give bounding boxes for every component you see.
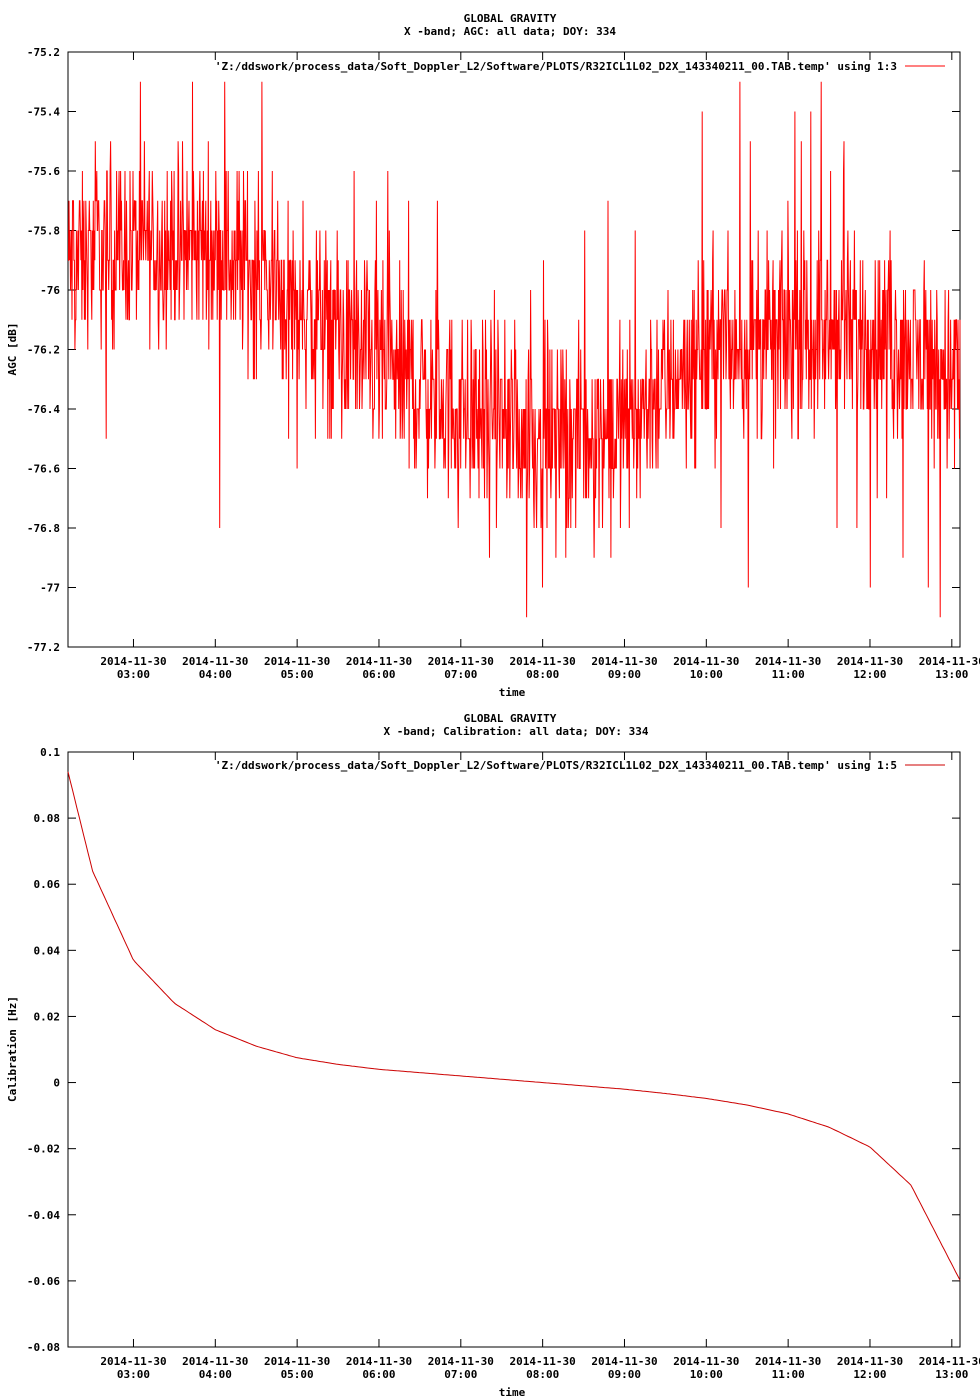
plot-frame (67, 751, 961, 1348)
x-tick-label-date: 2014-11-30 (591, 1355, 657, 1368)
chart-subtitle: X -band; Calibration: all data; DOY: 334 (384, 725, 649, 738)
y-tick-label: 0.04 (34, 944, 61, 957)
y-tick-label: 0.1 (40, 746, 60, 759)
x-tick-label-date: 2014-11-30 (100, 655, 166, 668)
y-tick-label: 0 (53, 1077, 60, 1090)
x-tick-label-time: 10:00 (690, 668, 723, 681)
y-tick-label: -75.6 (27, 165, 60, 178)
chart-title: GLOBAL GRAVITY (464, 12, 557, 25)
x-tick-label-date: 2014-11-30 (837, 1355, 903, 1368)
x-tick-label-time: 03:00 (117, 1368, 150, 1381)
x-tick-label-time: 11:00 (772, 668, 805, 681)
y-tick-label: -76.8 (27, 522, 60, 535)
x-tick-label-time: 11:00 (772, 1368, 805, 1381)
x-tick-label-time: 04:00 (199, 668, 232, 681)
x-tick-label-time: 05:00 (281, 668, 314, 681)
x-tick-label-date: 2014-11-30 (837, 655, 903, 668)
x-tick-label-time: 05:00 (281, 1368, 314, 1381)
x-tick-label-time: 12:00 (853, 1368, 886, 1381)
y-tick-label: -76.2 (27, 344, 60, 357)
y-tick-label: -76.4 (27, 403, 60, 416)
x-tick-label-date: 2014-11-30 (264, 655, 330, 668)
x-tick-label-date: 2014-11-30 (755, 655, 821, 668)
x-tick-label-time: 09:00 (608, 1368, 641, 1381)
x-tick-label-date: 2014-11-30 (264, 1355, 330, 1368)
y-tick-label: 0.06 (34, 878, 61, 891)
x-tick-label-date: 2014-11-30 (591, 655, 657, 668)
x-tick-label-time: 04:00 (199, 1368, 232, 1381)
x-tick-label-date: 2014-11-30 (919, 1355, 980, 1368)
x-axis-label: time (499, 1386, 526, 1399)
x-tick-label-date: 2014-11-30 (182, 1355, 248, 1368)
x-tick-label-time: 06:00 (362, 668, 395, 681)
legend-label: 'Z:/ddswork/process_data/Soft_Doppler_L2… (215, 759, 897, 772)
x-tick-label-date: 2014-11-30 (428, 655, 494, 668)
x-tick-label-date: 2014-11-30 (919, 655, 980, 668)
y-axis-label: Calibration [Hz] (6, 996, 19, 1102)
y-tick-label: 0.08 (34, 812, 61, 825)
y-tick-label: -0.06 (27, 1275, 60, 1288)
y-tick-label: -75.8 (27, 225, 60, 238)
y-axis-label: AGC [dB] (6, 323, 19, 376)
y-tick-label: 0.02 (34, 1010, 61, 1023)
y-tick-label: -76.6 (27, 463, 60, 476)
y-tick-label: -77 (40, 582, 60, 595)
y-tick-label: -75.2 (27, 46, 60, 59)
x-tick-label-date: 2014-11-30 (100, 1355, 166, 1368)
x-tick-label-time: 13:00 (935, 1368, 968, 1381)
x-axis-label: time (499, 686, 526, 699)
series-line (68, 81, 961, 618)
x-tick-label-date: 2014-11-30 (755, 1355, 821, 1368)
calibration-chart: GLOBAL GRAVITY X -band; Calibration: all… (6, 712, 980, 1399)
legend-label: 'Z:/ddswork/process_data/Soft_Doppler_L2… (215, 60, 897, 73)
x-tick-label-date: 2014-11-30 (346, 1355, 412, 1368)
x-tick-label-time: 09:00 (608, 668, 641, 681)
chart-title: GLOBAL GRAVITY (464, 712, 557, 725)
y-tick-label: -75.4 (27, 106, 60, 119)
x-tick-label-date: 2014-11-30 (346, 655, 412, 668)
x-tick-label-time: 03:00 (117, 668, 150, 681)
x-tick-label-date: 2014-11-30 (673, 1355, 739, 1368)
x-tick-label-date: 2014-11-30 (510, 1355, 576, 1368)
x-tick-label-time: 08:00 (526, 1368, 559, 1381)
x-tick-label-time: 06:00 (362, 1368, 395, 1381)
y-tick-label: -0.08 (27, 1341, 60, 1354)
x-tick-label-date: 2014-11-30 (428, 1355, 494, 1368)
x-tick-label-time: 10:00 (690, 1368, 723, 1381)
x-tick-label-date: 2014-11-30 (182, 655, 248, 668)
x-tick-label-time: 12:00 (853, 668, 886, 681)
x-tick-label-time: 07:00 (444, 668, 477, 681)
agc-chart: GLOBAL GRAVITY X -band; AGC: all data; D… (6, 12, 980, 699)
y-tick-label: -0.04 (27, 1209, 60, 1222)
x-tick-label-date: 2014-11-30 (673, 655, 739, 668)
x-tick-label-date: 2014-11-30 (510, 655, 576, 668)
x-tick-label-time: 07:00 (444, 1368, 477, 1381)
y-tick-label: -77.2 (27, 641, 60, 654)
y-tick-label: -76 (40, 284, 60, 297)
series-line (67, 771, 961, 1281)
x-tick-label-time: 08:00 (526, 668, 559, 681)
chart-subtitle: X -band; AGC: all data; DOY: 334 (404, 25, 616, 38)
x-tick-label-time: 13:00 (935, 668, 968, 681)
y-tick-label: -0.02 (27, 1143, 60, 1156)
